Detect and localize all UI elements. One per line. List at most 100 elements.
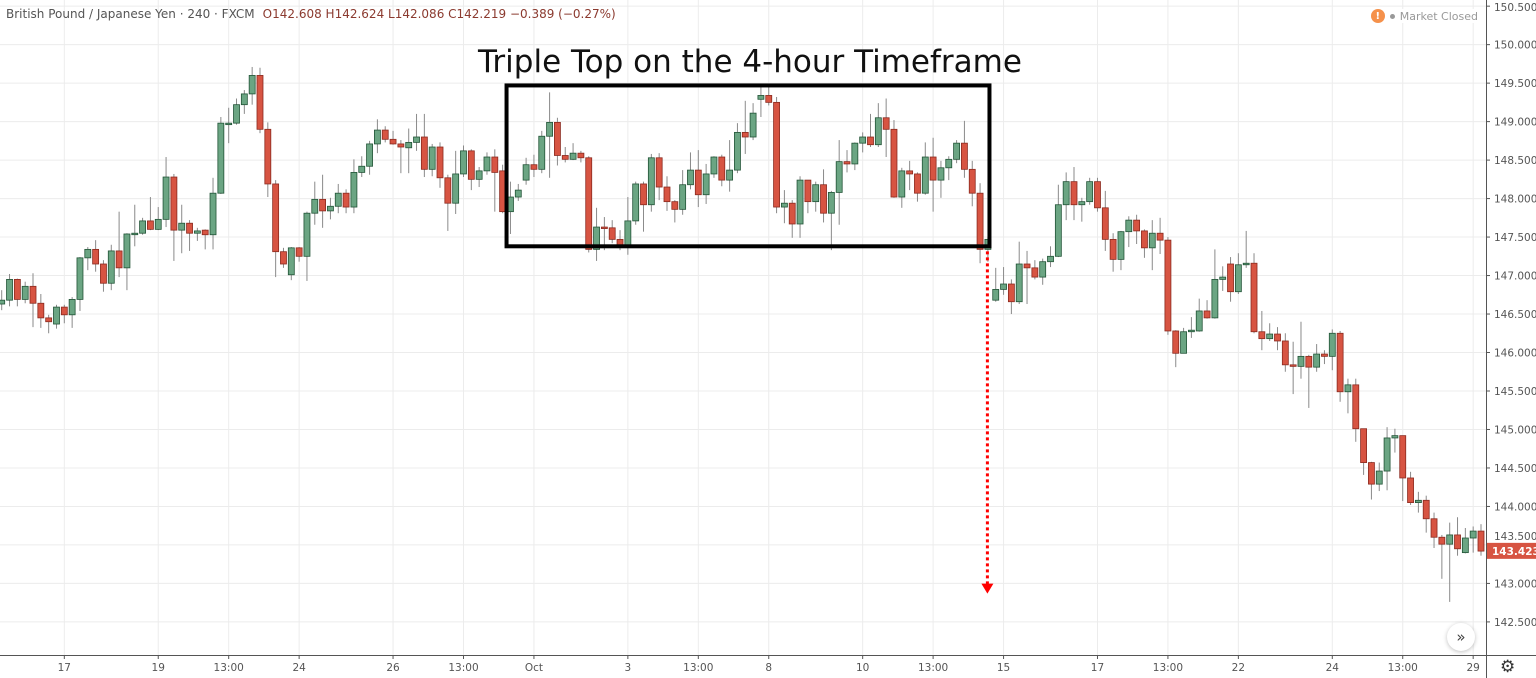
candle-down: [444, 174, 452, 231]
candle-body: [154, 218, 162, 230]
candle-body: [342, 192, 350, 208]
candle-body: [84, 248, 92, 259]
candle-down: [976, 183, 984, 264]
candle-down: [342, 189, 350, 214]
candle-up: [107, 244, 115, 291]
candle-up: [6, 274, 13, 307]
candle-body: [1211, 278, 1219, 319]
candle-down: [1109, 233, 1117, 272]
x-tick-label: 3: [625, 662, 632, 674]
candle-down: [671, 200, 679, 223]
candle-down: [867, 113, 874, 148]
market-status[interactable]: ! Market Closed: [1370, 9, 1478, 23]
candle-body: [467, 150, 475, 180]
x-tick-label: 17: [1091, 662, 1104, 674]
candle-body: [1407, 477, 1414, 504]
candle-body: [1047, 255, 1054, 263]
candle-body: [765, 95, 773, 103]
candle-body: [428, 146, 436, 170]
scroll-to-realtime-button[interactable]: »: [1447, 623, 1475, 651]
candle-body: [311, 198, 319, 214]
x-tick-label: Oct: [525, 662, 543, 674]
candle-body: [1391, 435, 1399, 439]
candle-up: [358, 156, 366, 178]
x-tick-label: 13:00: [918, 662, 948, 674]
candle-body: [757, 95, 765, 100]
candle-body: [710, 156, 718, 175]
candle-body: [1336, 332, 1344, 393]
grid: [0, 0, 1486, 655]
candle-body: [178, 222, 186, 231]
x-tick-label: 24: [292, 662, 306, 674]
candle-down: [1094, 177, 1101, 212]
candle-up: [68, 297, 76, 328]
candle-body: [350, 172, 358, 208]
candle-up: [162, 157, 170, 228]
candle-down: [1454, 517, 1461, 556]
candle-body: [1438, 536, 1446, 545]
candle-down: [397, 140, 405, 174]
candle-body: [491, 156, 499, 173]
candle-body: [937, 167, 945, 181]
candle-body: [1313, 353, 1321, 368]
candle-body: [624, 220, 632, 247]
x-tick-label: 13:00: [1153, 662, 1183, 674]
candle-up: [413, 113, 420, 151]
price-axis[interactable]: [1486, 0, 1536, 678]
candle-body: [60, 306, 68, 316]
candle-up: [0, 290, 6, 311]
candle-body: [264, 128, 272, 185]
warning-icon[interactable]: !: [1370, 9, 1385, 23]
y-tick-label: 146.500: [1494, 309, 1536, 321]
candle-up: [350, 159, 358, 214]
symbol-title[interactable]: British Pound / Japanese Yen · 240 · FXC…: [6, 7, 255, 21]
candle-body: [460, 150, 467, 175]
candle-body: [295, 247, 303, 257]
candle-down: [37, 294, 45, 328]
chart-title: Triple Top on the 4-hour Timeframe: [478, 44, 1022, 80]
candle-body: [1461, 537, 1469, 554]
candle-body: [773, 101, 780, 208]
candle-body: [29, 285, 37, 304]
candle-up: [710, 156, 718, 178]
candle-body: [514, 189, 522, 198]
candle-down: [843, 150, 851, 173]
candle-body: [1219, 276, 1227, 280]
candle-body: [1007, 283, 1015, 303]
candle-body: [1281, 340, 1289, 366]
candle-body: [287, 247, 295, 276]
candle-body: [162, 176, 170, 220]
time-axis[interactable]: [0, 655, 1486, 678]
candle-up: [1446, 522, 1454, 602]
candle-down: [1305, 354, 1313, 408]
candle-body: [867, 136, 874, 146]
x-tick-label: 13:00: [683, 662, 713, 674]
candle-body: [1258, 331, 1266, 340]
candle-up: [1375, 462, 1383, 492]
candle-up: [460, 145, 467, 178]
candle-up: [726, 140, 734, 192]
candle-up: [225, 107, 233, 144]
candle-body: [6, 278, 13, 301]
candle-body: [420, 136, 428, 170]
candle-up: [76, 257, 84, 311]
candle-up: [953, 140, 960, 164]
candle-body: [561, 155, 569, 160]
candle-body: [1062, 181, 1070, 206]
y-tick-label: 148.000: [1494, 194, 1536, 206]
candle-down: [1360, 428, 1367, 475]
settings-gear-icon[interactable]: ⚙: [1500, 657, 1516, 677]
candle-down: [1289, 341, 1297, 395]
candle-up: [475, 167, 483, 188]
candle-body: [781, 202, 788, 208]
candle-body: [1070, 181, 1078, 206]
candle-body: [76, 257, 84, 300]
candle-up: [1461, 528, 1469, 554]
candle-up: [827, 190, 835, 251]
candle-up: [1266, 323, 1274, 341]
candle-body: [874, 117, 882, 146]
candle-up: [812, 181, 820, 212]
candle-down: [929, 137, 937, 212]
candle-body: [812, 184, 820, 203]
